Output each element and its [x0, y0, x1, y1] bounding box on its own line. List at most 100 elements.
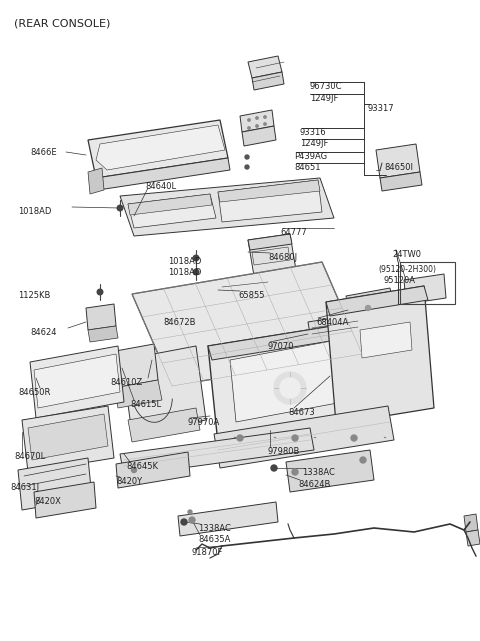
Polygon shape: [464, 514, 478, 532]
Text: 84610Z: 84610Z: [110, 378, 142, 387]
Circle shape: [256, 125, 258, 127]
Polygon shape: [346, 288, 394, 318]
Circle shape: [97, 289, 103, 295]
Text: 65855: 65855: [238, 291, 264, 300]
Text: 64777: 64777: [280, 228, 307, 237]
Polygon shape: [114, 380, 162, 408]
Text: 97980B: 97980B: [268, 447, 300, 456]
Polygon shape: [88, 326, 118, 342]
Polygon shape: [248, 234, 296, 276]
Circle shape: [292, 469, 298, 475]
Text: 95120A: 95120A: [384, 276, 416, 285]
Text: 1338AC: 1338AC: [198, 524, 231, 533]
Text: 8420X: 8420X: [34, 497, 61, 506]
Polygon shape: [122, 346, 206, 434]
Text: 1018AD: 1018AD: [168, 257, 202, 266]
Text: 84650I: 84650I: [384, 163, 413, 172]
Polygon shape: [120, 178, 334, 236]
Text: 84615L: 84615L: [130, 400, 161, 409]
Text: 84640L: 84640L: [145, 182, 176, 191]
Circle shape: [237, 435, 243, 441]
Circle shape: [117, 205, 123, 211]
Text: 24TW0: 24TW0: [392, 250, 421, 259]
Polygon shape: [466, 530, 480, 546]
Circle shape: [280, 378, 300, 398]
Text: 93316: 93316: [300, 128, 326, 137]
Polygon shape: [380, 172, 422, 191]
Text: 84650R: 84650R: [18, 388, 50, 397]
Circle shape: [193, 255, 199, 261]
Polygon shape: [230, 336, 364, 422]
Text: 97070: 97070: [268, 342, 295, 351]
Circle shape: [248, 127, 250, 129]
Text: 84651: 84651: [294, 163, 321, 172]
Polygon shape: [30, 346, 124, 418]
Polygon shape: [88, 168, 104, 194]
Polygon shape: [86, 304, 116, 330]
Text: 84680J: 84680J: [268, 253, 297, 262]
Polygon shape: [218, 180, 322, 222]
Polygon shape: [178, 502, 278, 536]
Text: 91870F: 91870F: [192, 548, 223, 557]
Text: 84670L: 84670L: [14, 452, 45, 461]
Text: 97970A: 97970A: [188, 418, 220, 427]
Circle shape: [264, 123, 266, 125]
Polygon shape: [22, 406, 114, 472]
Polygon shape: [208, 320, 380, 444]
Circle shape: [181, 519, 187, 525]
Polygon shape: [218, 276, 272, 300]
Polygon shape: [120, 428, 314, 476]
Bar: [400, 262, 455, 304]
Text: 1249JF: 1249JF: [310, 94, 338, 103]
Polygon shape: [110, 344, 158, 388]
Polygon shape: [242, 126, 276, 146]
Text: 1018AD: 1018AD: [18, 207, 51, 216]
Polygon shape: [28, 414, 108, 460]
Circle shape: [360, 457, 366, 463]
Circle shape: [351, 435, 357, 441]
Circle shape: [271, 465, 277, 471]
Circle shape: [189, 517, 195, 523]
Polygon shape: [218, 180, 320, 202]
Polygon shape: [360, 322, 412, 358]
Circle shape: [245, 155, 249, 159]
Polygon shape: [34, 482, 96, 518]
Text: 84624B: 84624B: [298, 480, 330, 489]
Text: 1249JF: 1249JF: [300, 139, 328, 148]
Text: (95120-2H300): (95120-2H300): [378, 265, 436, 274]
Polygon shape: [248, 234, 292, 250]
Circle shape: [132, 467, 136, 472]
Polygon shape: [350, 310, 396, 330]
Polygon shape: [308, 314, 362, 346]
Text: 96730C: 96730C: [310, 82, 343, 91]
Polygon shape: [128, 194, 212, 215]
Polygon shape: [116, 452, 190, 488]
Polygon shape: [326, 286, 428, 316]
Text: 84624: 84624: [30, 328, 57, 337]
Circle shape: [245, 165, 249, 169]
Polygon shape: [18, 458, 92, 510]
Polygon shape: [252, 72, 284, 90]
Polygon shape: [286, 450, 374, 492]
Text: 1338AC: 1338AC: [302, 468, 335, 477]
Circle shape: [365, 306, 371, 310]
Text: (REAR CONSOLE): (REAR CONSOLE): [14, 18, 110, 28]
Text: 8420Y: 8420Y: [116, 477, 142, 486]
Text: 84635A: 84635A: [198, 535, 230, 544]
Text: 84631J: 84631J: [10, 483, 39, 492]
Circle shape: [248, 119, 250, 121]
Text: P439AG: P439AG: [294, 152, 327, 161]
Text: 84673: 84673: [288, 408, 315, 417]
Polygon shape: [132, 262, 362, 386]
Polygon shape: [96, 158, 230, 190]
Circle shape: [274, 372, 306, 404]
Polygon shape: [376, 144, 420, 178]
Circle shape: [292, 435, 298, 441]
Circle shape: [264, 116, 266, 118]
Circle shape: [193, 269, 199, 275]
Text: 8466E: 8466E: [30, 148, 57, 157]
Text: 68404A: 68404A: [316, 318, 348, 327]
Text: 84645K: 84645K: [126, 462, 158, 471]
Polygon shape: [96, 125, 225, 170]
Polygon shape: [248, 56, 282, 78]
